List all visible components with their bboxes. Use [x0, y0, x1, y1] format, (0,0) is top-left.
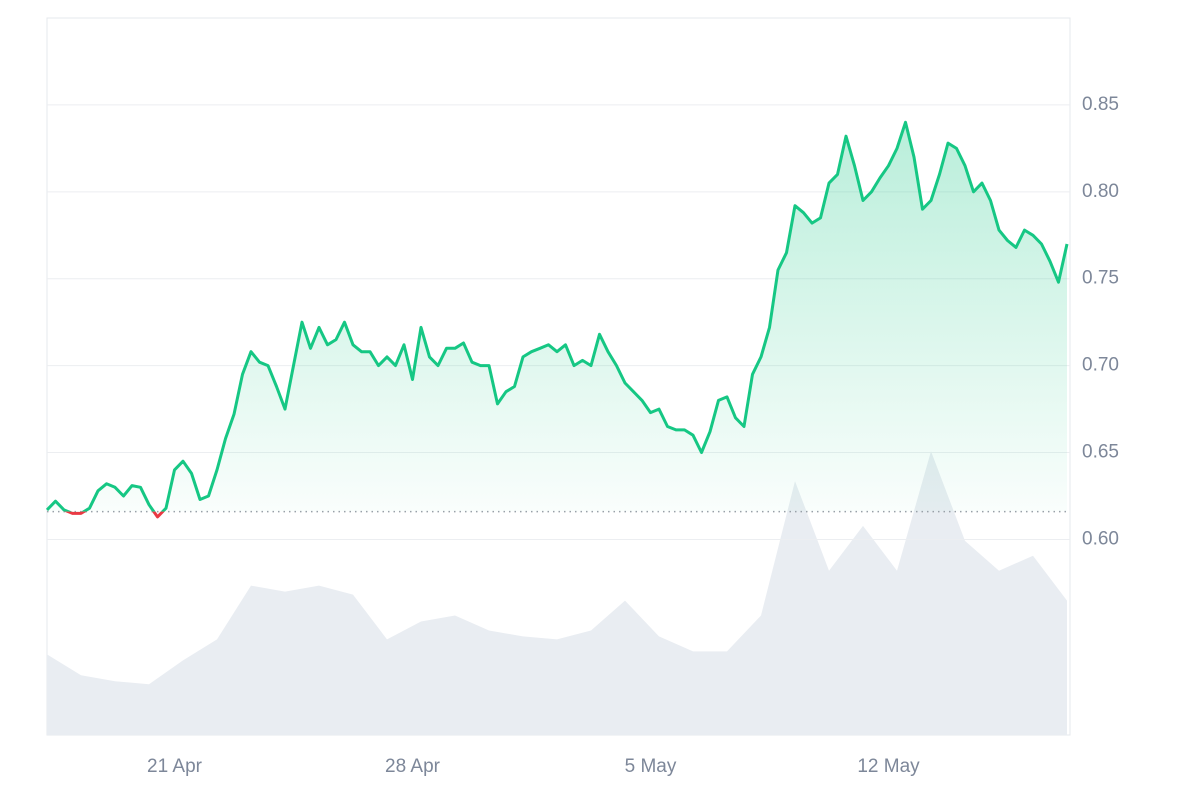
price-area [47, 122, 1067, 512]
y-tick-label: 0.75 [1082, 268, 1119, 289]
y-tick-label: 0.70 [1082, 355, 1119, 376]
volume-area [47, 451, 1067, 735]
y-tick-label: 0.80 [1082, 181, 1119, 202]
x-tick-label: 12 May [857, 756, 920, 777]
x-tick-label: 28 Apr [385, 756, 441, 777]
y-tick-label: 0.85 [1082, 94, 1119, 115]
x-tick-label: 5 May [625, 756, 677, 777]
y-tick-label: 0.65 [1082, 442, 1119, 463]
y-tick-label: 0.60 [1082, 528, 1119, 549]
x-tick-label: 21 Apr [147, 756, 203, 777]
price-line [45, 120, 1069, 512]
